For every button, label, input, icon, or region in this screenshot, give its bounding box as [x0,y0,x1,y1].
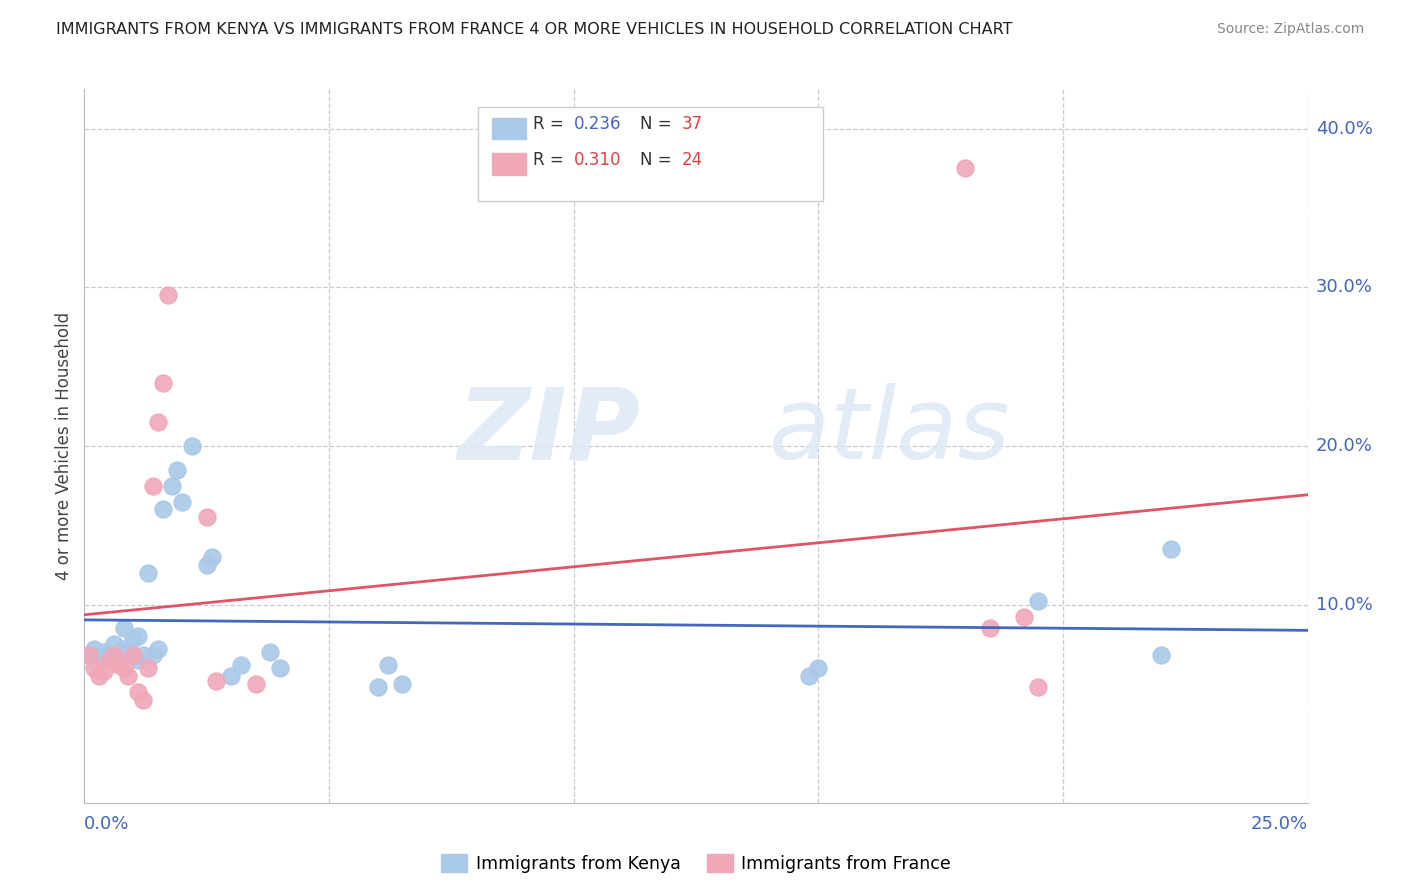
Point [391,677,413,691]
Point [146,415,169,429]
Point [112,642,135,657]
Point [107,657,129,672]
Text: ZIP: ZIP [458,384,641,480]
Point [152,502,174,516]
Point [245,677,267,691]
Point [142,648,165,663]
Point [142,478,165,492]
Point [1028,680,1050,694]
Point [156,288,179,302]
Text: 37: 37 [682,115,703,133]
Point [97,653,120,667]
Point [979,621,1001,635]
Point [1150,648,1173,663]
Text: IMMIGRANTS FROM KENYA VS IMMIGRANTS FROM FRANCE 4 OR MORE VEHICLES IN HOUSEHOLD : IMMIGRANTS FROM KENYA VS IMMIGRANTS FROM… [56,22,1012,37]
Point [146,642,169,657]
Text: 0.310: 0.310 [574,151,621,169]
Point [112,661,135,675]
Point [112,621,135,635]
Point [103,648,125,663]
Point [269,661,291,675]
Point [127,685,149,699]
Point [195,558,218,572]
Text: 25.0%: 25.0% [1250,815,1308,833]
Point [1028,594,1050,608]
Point [377,657,399,672]
Point [807,661,830,675]
Text: Source: ZipAtlas.com: Source: ZipAtlas.com [1216,22,1364,37]
Text: N =: N = [640,151,676,169]
Point [77,648,100,663]
Point [117,645,139,659]
Point [93,664,115,678]
Point [97,648,120,663]
Text: 30.0%: 30.0% [1316,278,1372,296]
Point [122,632,145,647]
Point [132,648,155,663]
Text: N =: N = [640,115,676,133]
Text: R =: R = [533,115,569,133]
Point [152,376,174,390]
Point [1160,542,1182,557]
Text: 0.236: 0.236 [574,115,621,133]
Point [77,648,100,663]
Point [229,657,252,672]
Point [93,645,115,659]
Point [205,673,228,688]
Point [136,566,159,580]
Text: atlas: atlas [769,384,1011,480]
Point [953,161,976,176]
Point [107,648,129,663]
Text: R =: R = [533,151,569,169]
Point [166,463,188,477]
Point [172,494,194,508]
Point [1012,610,1035,624]
Point [195,510,218,524]
Point [83,642,105,657]
Point [132,692,155,706]
Point [83,661,105,675]
Point [127,653,149,667]
Legend: Immigrants from Kenya, Immigrants from France: Immigrants from Kenya, Immigrants from F… [434,847,957,880]
Point [200,549,222,564]
Point [127,629,149,643]
Text: 24: 24 [682,151,703,169]
Point [122,648,145,663]
Point [367,680,389,694]
Text: 20.0%: 20.0% [1316,437,1372,455]
Point [259,645,281,659]
Y-axis label: 4 or more Vehicles in Household: 4 or more Vehicles in Household [55,312,73,580]
Point [87,648,110,663]
Point [797,669,820,683]
Text: 0.0%: 0.0% [84,815,129,833]
Point [181,439,204,453]
Point [122,648,145,663]
Text: 40.0%: 40.0% [1316,120,1372,138]
Point [87,669,110,683]
Point [219,669,242,683]
Point [136,661,159,675]
Point [117,669,139,683]
Text: 10.0%: 10.0% [1316,596,1372,614]
Point [162,478,184,492]
Point [103,637,125,651]
